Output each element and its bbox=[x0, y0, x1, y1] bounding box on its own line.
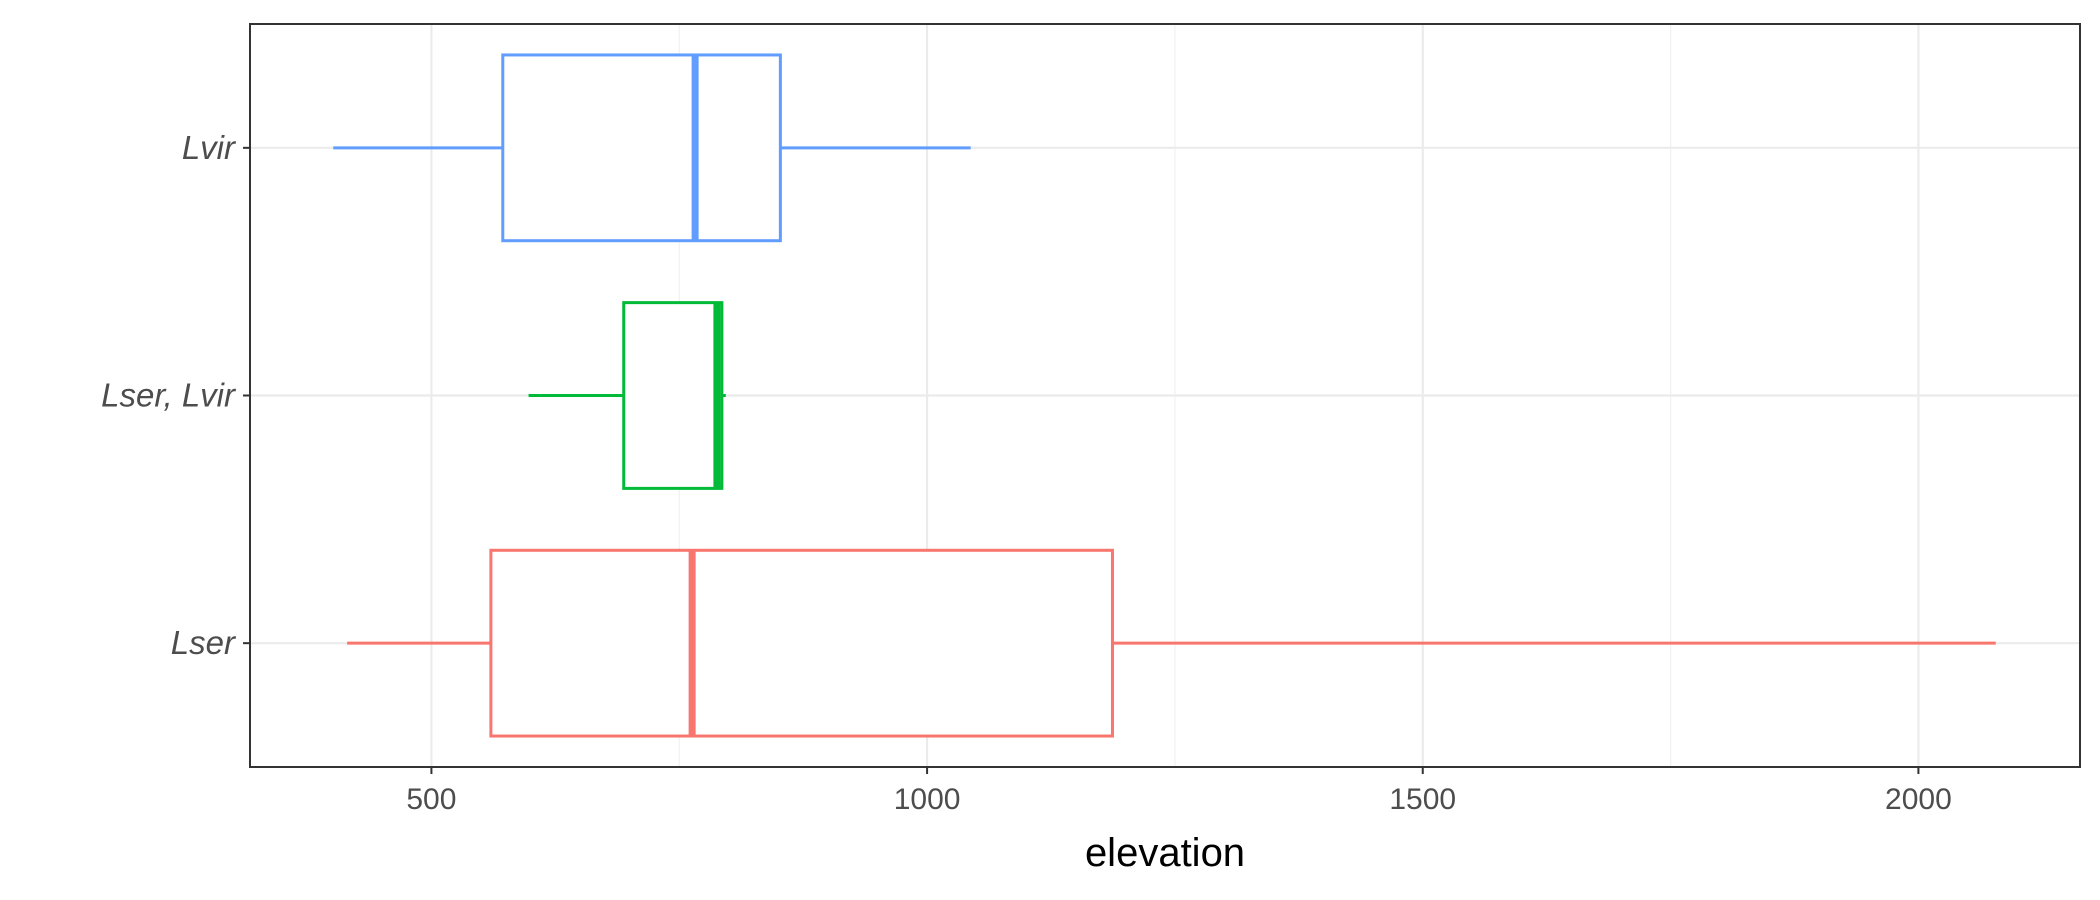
boxes-layer bbox=[333, 53, 1996, 738]
x-tick-label: 1000 bbox=[894, 783, 961, 816]
x-tick-label: 2000 bbox=[1885, 783, 1952, 816]
y-tick-label: Lvir bbox=[182, 129, 237, 166]
x-axis-title: elevation bbox=[1085, 831, 1245, 875]
box-iqr bbox=[622, 301, 724, 490]
y-tick-label: Lser, Lvir bbox=[101, 377, 237, 414]
x-tick-label: 500 bbox=[406, 783, 456, 816]
x-axis: 500 1000 1500 2000 bbox=[406, 767, 1952, 816]
box-group bbox=[528, 301, 726, 490]
box-iqr bbox=[501, 53, 782, 243]
x-tick-label: 1500 bbox=[1389, 783, 1456, 816]
box-group bbox=[347, 548, 1996, 738]
y-tick-label: Lser bbox=[171, 624, 237, 661]
box-group bbox=[333, 53, 971, 243]
box-iqr bbox=[489, 548, 1114, 738]
y-axis: Lser Lser, Lvir Lvir bbox=[101, 129, 250, 661]
